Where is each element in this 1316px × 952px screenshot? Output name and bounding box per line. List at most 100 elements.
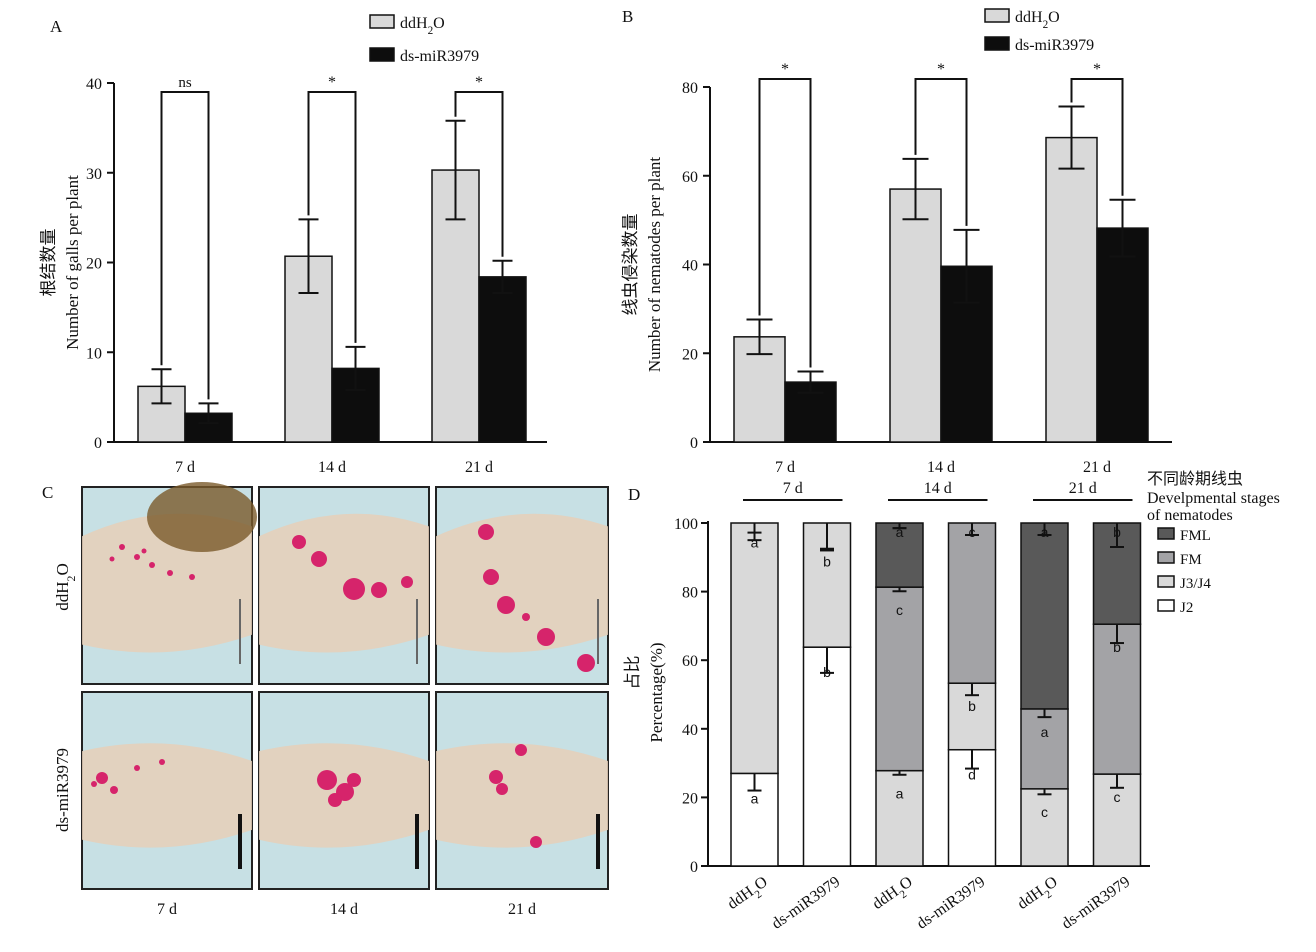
significance-label: * xyxy=(328,74,336,91)
significance-label: * xyxy=(937,61,945,78)
panel-c-letter: C xyxy=(42,483,53,502)
panel-a-chart: 0 10 20 30 40 7 d ns 14 d * 21 d * 根结数量 Number of ga… xyxy=(39,14,547,476)
y-tick-label: 20 xyxy=(682,346,698,363)
column-label: 7 d xyxy=(157,901,177,918)
legend-swatch-ds-mir3979 xyxy=(369,47,395,62)
group-label: 7 d xyxy=(783,480,803,497)
stained-nematode xyxy=(149,562,155,568)
stained-nematode xyxy=(119,544,125,550)
legend-title: Develpmental stages xyxy=(1147,490,1280,507)
stacked-segment-j3-j4 xyxy=(1020,788,1069,867)
y-tick-label: 0 xyxy=(690,435,698,452)
significance-label: * xyxy=(475,74,483,91)
significance-bracket xyxy=(454,91,504,257)
y-tick-label: 40 xyxy=(682,722,698,739)
stained-nematode xyxy=(489,770,503,784)
group-label: 14 d xyxy=(924,480,952,497)
y-tick-label: 80 xyxy=(682,80,698,97)
y-tick-label: 20 xyxy=(86,256,102,273)
bar-ds-mir3979-21-d xyxy=(478,276,527,443)
legend-title: of nematodes xyxy=(1147,507,1233,524)
legend-label-ddh2o: ddH2O xyxy=(1015,9,1060,31)
y-tick-label: 40 xyxy=(86,76,102,93)
y-axis-label: Number of nematodes per plant xyxy=(645,157,664,373)
stacked-segment-fm xyxy=(1020,708,1069,790)
significance-label: * xyxy=(781,61,789,78)
root-tissue xyxy=(436,513,608,653)
row-label: ddH2O xyxy=(53,563,78,611)
x-category-label: ddH2O xyxy=(724,873,773,917)
stained-nematode xyxy=(371,582,387,598)
legend-swatch-ddh2o xyxy=(984,8,1010,23)
legend-swatch-j2 xyxy=(1157,599,1175,612)
significance-letter: c xyxy=(1041,804,1048,820)
stained-nematode xyxy=(401,576,413,588)
stacked-segment-j3-j4 xyxy=(875,769,924,867)
stained-nematode xyxy=(537,628,555,646)
stained-nematode xyxy=(109,556,115,562)
legend-label-j2: J2 xyxy=(1180,600,1193,616)
y-tick-label: 0 xyxy=(690,859,698,876)
significance-letter: b xyxy=(823,664,831,680)
y-tick-label: 30 xyxy=(86,166,102,183)
stained-nematode xyxy=(530,836,542,848)
x-category-label: ds-miR3979 xyxy=(1059,873,1134,932)
x-category-label: ds-miR3979 xyxy=(769,873,844,932)
column-label: 21 d xyxy=(508,901,536,918)
legend-label-ds-mir3979: ds-miR3979 xyxy=(400,48,479,65)
panel-c-micrographs: 7 d 14 d 21 d ddH2O ds-miR3979 xyxy=(53,482,609,918)
x-category-label: ddH2O xyxy=(869,873,918,917)
y-axis-label-cn: 根结数量 xyxy=(39,229,58,297)
stained-nematode xyxy=(522,613,530,621)
y-tick-label: 80 xyxy=(682,585,698,602)
x-category-label: 21 d xyxy=(1083,459,1111,476)
legend-swatch-fml xyxy=(1157,527,1175,540)
significance-letter: b xyxy=(823,554,831,570)
stained-nematode xyxy=(483,569,499,585)
significance-bracket xyxy=(160,91,210,400)
legend-label-ds-mir3979: ds-miR3979 xyxy=(1015,37,1094,54)
bar-ddh2o-14-d xyxy=(889,188,942,443)
significance-letter: c xyxy=(1114,789,1121,805)
significance-letter: a xyxy=(1041,724,1049,740)
panel-d-chart: 020406080100aaddH2Obbds-miR3979acaddH2Od… xyxy=(623,470,1280,933)
x-category-label: 14 d xyxy=(927,459,955,476)
significance-letter: c xyxy=(896,602,903,618)
significance-bracket xyxy=(307,91,357,343)
legend-label-fml: FML xyxy=(1180,528,1211,544)
y-tick-label: 100 xyxy=(674,516,698,533)
significance-letter: b xyxy=(968,698,976,714)
stained-nematode xyxy=(189,574,195,580)
panel-d-letter: D xyxy=(628,485,640,504)
x-category-label: ddH2O xyxy=(1014,873,1063,917)
panel-b-chart: 0 20 40 60 80 7 d * 14 d * 21 d * 线虫侵染数量 Number of n… xyxy=(621,8,1172,476)
stained-nematode xyxy=(328,793,342,807)
y-axis-label-cn: 占比 xyxy=(623,656,642,690)
significance-letter: b xyxy=(1113,639,1121,655)
stained-nematode xyxy=(91,781,97,787)
y-tick-label: 20 xyxy=(682,790,698,807)
stained-nematode xyxy=(167,570,173,576)
root-tissue xyxy=(82,743,252,848)
bar-ddh2o-21-d xyxy=(1045,136,1098,443)
legend-label-fm: FM xyxy=(1180,552,1202,568)
stained-nematode xyxy=(141,548,147,554)
legend-label-j3-j4: J3/J4 xyxy=(1180,576,1211,592)
x-category-label: ds-miR3979 xyxy=(914,873,989,932)
stacked-segment-fm xyxy=(875,586,924,772)
panel-a-letter: A xyxy=(50,17,63,36)
legend-swatch-fm xyxy=(1157,551,1175,564)
stacked-segment-fml xyxy=(1020,522,1069,710)
root-tissue xyxy=(147,482,257,552)
legend-label-ddh2o: ddH2O xyxy=(400,15,445,37)
y-axis-label: Number of galls per plant xyxy=(63,175,82,350)
stained-nematode xyxy=(292,535,306,549)
stacked-segment-j3-j4 xyxy=(730,522,779,775)
legend-swatch-j3-j4 xyxy=(1157,575,1175,588)
stacked-segment-fm xyxy=(947,522,997,684)
significance-bracket xyxy=(758,78,812,368)
stained-nematode xyxy=(311,551,327,567)
y-tick-label: 0 xyxy=(94,435,102,452)
stained-nematode xyxy=(577,654,595,672)
stained-nematode xyxy=(96,772,108,784)
